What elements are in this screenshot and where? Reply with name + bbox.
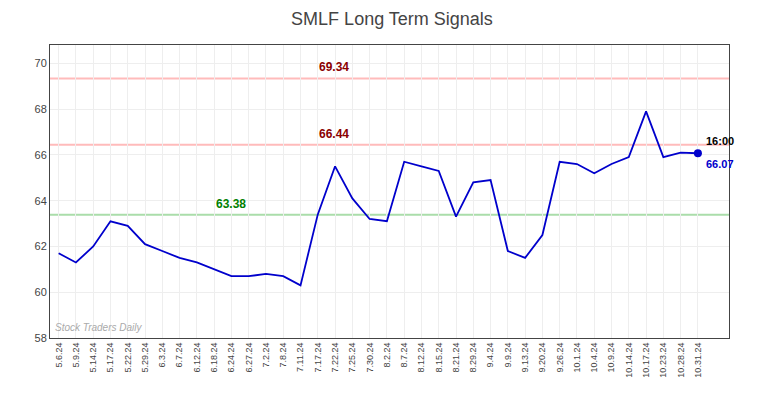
- svg-text:9.20.24: 9.20.24: [537, 343, 547, 373]
- svg-text:10.31.24: 10.31.24: [693, 343, 703, 378]
- svg-text:7.17.24: 7.17.24: [313, 343, 323, 373]
- svg-text:58: 58: [35, 332, 47, 344]
- svg-text:8.7.24: 8.7.24: [399, 343, 409, 368]
- svg-text:9.13.24: 9.13.24: [520, 343, 530, 373]
- svg-text:5.9.24: 5.9.24: [71, 343, 81, 368]
- svg-text:7.22.24: 7.22.24: [330, 343, 340, 373]
- svg-text:69.34: 69.34: [319, 60, 349, 74]
- svg-text:6.27.24: 6.27.24: [244, 343, 254, 373]
- svg-text:10.1.24: 10.1.24: [572, 343, 582, 373]
- svg-text:10.14.24: 10.14.24: [624, 343, 634, 378]
- svg-text:10.28.24: 10.28.24: [676, 343, 686, 378]
- svg-text:Stock Traders Daily: Stock Traders Daily: [55, 322, 143, 333]
- svg-text:7.30.24: 7.30.24: [365, 343, 375, 373]
- svg-text:5.29.24: 5.29.24: [140, 343, 150, 373]
- svg-text:8.12.24: 8.12.24: [416, 343, 426, 373]
- svg-text:6.12.24: 6.12.24: [192, 343, 202, 373]
- svg-text:9.26.24: 9.26.24: [555, 343, 565, 373]
- svg-text:6.7.24: 6.7.24: [175, 343, 185, 368]
- svg-text:10.23.24: 10.23.24: [658, 343, 668, 378]
- svg-text:10.4.24: 10.4.24: [589, 343, 599, 373]
- svg-text:5.14.24: 5.14.24: [88, 343, 98, 373]
- svg-text:7.11.24: 7.11.24: [295, 343, 305, 372]
- svg-text:10.9.24: 10.9.24: [606, 343, 616, 373]
- svg-text:60: 60: [35, 286, 47, 298]
- svg-text:7.2.24: 7.2.24: [261, 343, 271, 368]
- svg-text:70: 70: [35, 57, 47, 69]
- svg-text:63.38: 63.38: [216, 197, 246, 211]
- svg-text:8.2.24: 8.2.24: [382, 343, 392, 368]
- svg-text:10.17.24: 10.17.24: [641, 343, 651, 378]
- svg-text:6.3.24: 6.3.24: [157, 343, 167, 368]
- svg-text:68: 68: [35, 103, 47, 115]
- svg-text:64: 64: [35, 195, 47, 207]
- svg-text:66.07: 66.07: [706, 158, 734, 170]
- svg-text:9.9.24: 9.9.24: [503, 343, 513, 368]
- svg-text:8.21.24: 8.21.24: [451, 343, 461, 373]
- svg-text:7.8.24: 7.8.24: [278, 343, 288, 368]
- svg-text:8.15.24: 8.15.24: [434, 343, 444, 373]
- svg-text:62: 62: [35, 240, 47, 252]
- svg-text:16:00: 16:00: [706, 135, 734, 147]
- svg-text:5.17.24: 5.17.24: [105, 343, 115, 373]
- svg-text:7.25.24: 7.25.24: [347, 343, 357, 373]
- svg-text:8.29.24: 8.29.24: [468, 343, 478, 373]
- svg-text:6.18.24: 6.18.24: [209, 343, 219, 373]
- svg-text:6.24.24: 6.24.24: [226, 343, 236, 373]
- svg-text:66: 66: [35, 149, 47, 161]
- svg-text:66.44: 66.44: [319, 127, 349, 141]
- svg-text:5.22.24: 5.22.24: [123, 343, 133, 373]
- svg-text:SMLF Long Term Signals: SMLF Long Term Signals: [291, 9, 493, 29]
- svg-text:5.6.24: 5.6.24: [54, 343, 64, 368]
- svg-text:9.4.24: 9.4.24: [485, 343, 495, 368]
